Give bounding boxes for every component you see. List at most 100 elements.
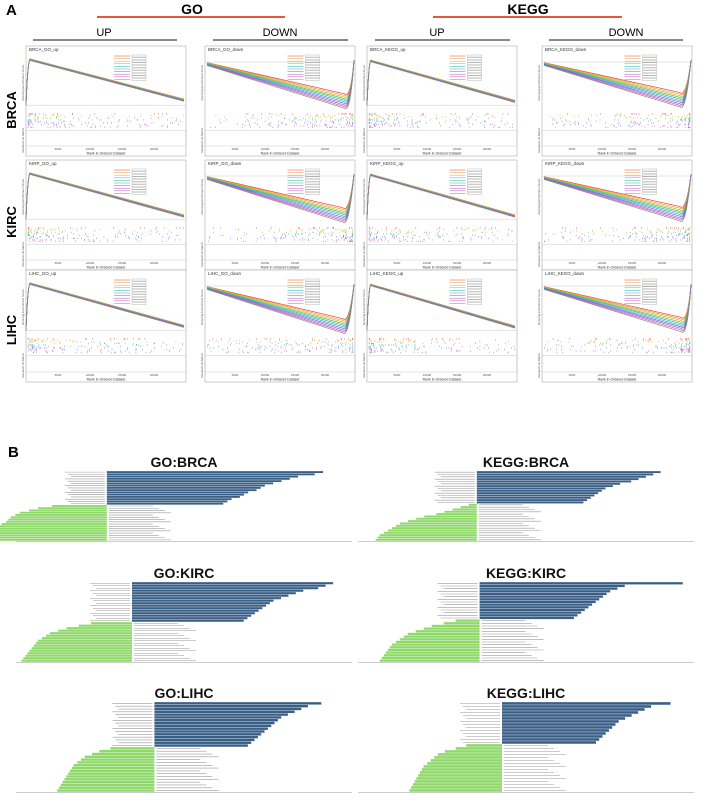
- gsea-xtick: 20000: [658, 147, 667, 151]
- bar-up: [476, 478, 639, 481]
- bar-chart-title: GO:BRCA: [151, 454, 218, 470]
- bar-down: [33, 644, 133, 647]
- bar-down: [395, 524, 477, 527]
- bar-chart: KEGG:LIHC: [358, 685, 694, 793]
- gsea-ylabel: Running Enrichment Score: [362, 178, 366, 214]
- gsea-xtick: 10000: [423, 147, 432, 151]
- gsea-ylabel2: Ranked List Metric: [537, 241, 541, 266]
- gsea-legend-swatch: [642, 75, 657, 78]
- gsea-xtick: 20000: [483, 261, 492, 265]
- gsea-legend-swatch: [305, 291, 320, 295]
- bar-down: [399, 522, 477, 525]
- gsea-frame: [25, 269, 187, 383]
- gsea-xtick: 15000: [291, 147, 300, 151]
- gsea-legend-swatch: [131, 57, 147, 60]
- gsea-legend-swatch: [467, 171, 482, 174]
- bar-down: [19, 511, 107, 514]
- bar-up: [479, 600, 596, 604]
- gsea-legend-swatch: [642, 302, 657, 305]
- gsea-title: BRCA_KEGG_up: [370, 47, 406, 52]
- gsea-legend-swatch: [131, 299, 147, 302]
- gsea-score-line: [25, 173, 185, 220]
- bar-up: [132, 617, 248, 620]
- gsea-legend-swatch: [467, 67, 482, 71]
- bar-up: [106, 482, 274, 485]
- gsea-ylabel2: Ranked List Metric: [362, 241, 366, 266]
- gsea-legend-swatch: [131, 78, 147, 81]
- gsea-legend-swatch: [305, 184, 320, 187]
- bar-chart: GO:BRCA: [0, 454, 352, 542]
- gsea-xtick: 10000: [261, 261, 270, 265]
- bar-down: [375, 538, 477, 541]
- gsea-legend-swatch: [467, 54, 482, 58]
- gsea-ylabel: Running Enrichment Score: [537, 289, 541, 325]
- row-label-lihc: LIHC: [4, 314, 19, 345]
- gsea-panel: KIRP_GO_up Running Enrichment Score Ranked…: [21, 159, 187, 271]
- gsea-xtick: 15000: [118, 261, 127, 265]
- gsea-legend-swatch: [642, 291, 657, 295]
- bar-down: [434, 756, 502, 759]
- bar-down: [408, 520, 477, 523]
- gsea-xtick: 10000: [423, 373, 432, 377]
- gsea-rank-metric-frame: [366, 243, 518, 261]
- gsea-legend-swatch: [467, 286, 482, 289]
- gsea-xtick: 10000: [598, 261, 607, 265]
- gsea-score-line: [366, 60, 516, 106]
- gsea-legend-swatch: [131, 181, 147, 185]
- bar-down: [416, 517, 477, 520]
- gsea-legend-swatch: [305, 302, 320, 305]
- bar-up: [476, 473, 654, 476]
- bar-down: [0, 527, 107, 530]
- gsea-frame: [541, 269, 693, 383]
- gsea-legend-swatch: [305, 65, 320, 68]
- gsea-legend-swatch: [305, 67, 320, 71]
- bar-up: [476, 475, 646, 478]
- bar-down: [77, 761, 155, 764]
- bar-up: [154, 713, 288, 716]
- gsea-title: KIRP_GO_up: [29, 161, 57, 166]
- gsea-xlabel: Rank in Ordered Dataset: [261, 378, 300, 382]
- gsea-panel: BRCA_GO_up Running Enrichment Score Ranked…: [21, 45, 187, 157]
- gsea-xlabel: Rank in Ordered Dataset: [261, 152, 300, 156]
- bar-chart-title: GO:LIHC: [154, 685, 213, 701]
- gsea-legend-swatch: [467, 181, 482, 185]
- bar-up: [154, 744, 248, 747]
- gsea-legend-swatch: [305, 289, 320, 292]
- gsea-legend-swatch: [305, 60, 320, 63]
- gsea-xtick: 15000: [118, 147, 127, 151]
- gsea-legend-swatch: [642, 78, 657, 81]
- bar-up: [476, 487, 606, 490]
- bar-up: [502, 729, 609, 732]
- gsea-xtick: 5000: [232, 373, 239, 377]
- bar-up: [479, 584, 625, 588]
- panel-b-label: B: [8, 444, 19, 461]
- bar-down: [0, 529, 107, 532]
- gsea-xtick: 10000: [86, 373, 95, 377]
- bar-down: [0, 532, 107, 534]
- gsea-legend-swatch: [131, 187, 147, 190]
- bar-up: [132, 589, 304, 592]
- gsea-xtick: 5000: [394, 373, 401, 377]
- bar-up: [106, 489, 257, 492]
- gsea-xtick: 20000: [150, 261, 159, 265]
- bar-up: [502, 708, 645, 711]
- bar-up: [154, 724, 272, 728]
- gsea-legend-swatch: [467, 302, 482, 305]
- gsea-legend-swatch: [642, 70, 657, 73]
- gsea-score-line: [206, 283, 355, 334]
- bar-down: [468, 503, 477, 506]
- gsea-legend-swatch: [467, 281, 482, 284]
- bar-down: [377, 536, 477, 539]
- gsea-legend-swatch: [467, 60, 482, 63]
- gsea-xtick: 15000: [453, 373, 462, 377]
- gsea-xtick: 5000: [569, 261, 576, 265]
- gsea-legend-swatch: [131, 289, 147, 292]
- gsea-panel: KIRP_KEGG_down Running Enrichment Score Ra…: [537, 159, 693, 271]
- gsea-ylabel2: Ranked List Metric: [21, 241, 25, 266]
- bar-down: [50, 632, 132, 635]
- gsea-legend-swatch: [131, 174, 147, 177]
- bar-up: [479, 608, 585, 612]
- gsea-legend-swatch: [642, 60, 657, 63]
- bar-down: [15, 514, 107, 516]
- bar-chart: KEGG:KIRC: [358, 565, 694, 663]
